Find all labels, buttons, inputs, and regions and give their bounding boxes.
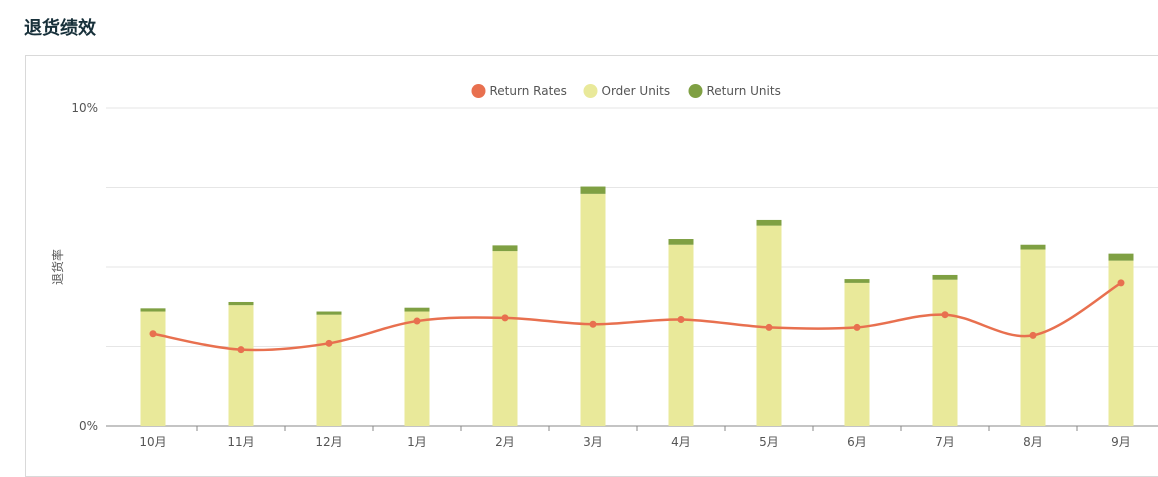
x-tick-label: 12月 — [315, 435, 342, 449]
legend-marker — [688, 84, 703, 98]
x-tick-label: 3月 — [583, 435, 603, 449]
legend-marker — [583, 84, 598, 98]
bar-return-units — [140, 308, 166, 312]
return-rates-point — [1029, 331, 1037, 339]
legend-item[interactable]: Order Units — [583, 84, 671, 98]
bar-order-units — [316, 314, 342, 426]
y-tick-label: 0% — [79, 419, 98, 433]
bar-order-units — [580, 193, 606, 426]
legend-label: Return Units — [707, 84, 781, 98]
bar-return-units — [1020, 244, 1046, 250]
bar-return-units — [404, 307, 430, 312]
bar-return-units — [844, 279, 870, 283]
bar-return-units — [580, 186, 606, 194]
return-rates-point — [677, 315, 685, 323]
return-rates-line — [152, 281, 1122, 352]
bar-return-units — [756, 219, 782, 226]
bar-order-units — [932, 279, 958, 426]
return-rates-point — [589, 320, 597, 328]
legend-item[interactable]: Return Units — [688, 84, 781, 98]
x-tick-label: 1月 — [407, 435, 427, 449]
x-tick-label: 6月 — [847, 435, 867, 449]
bar-return-units — [228, 301, 254, 306]
legend-label: Order Units — [602, 84, 671, 98]
chart-card: 10% 0% 退货率 10月 11月 12月 1月 2月 3月 4月 5月 6月 7月 8月 9月 Retur… — [25, 55, 1158, 477]
bar-order-units — [668, 244, 694, 426]
bar-order-units — [404, 311, 430, 426]
legend-label: Return Rates — [490, 84, 567, 98]
return-rates-point — [941, 311, 949, 319]
x-tick-label: 8月 — [1023, 435, 1043, 449]
x-tick-label: 4月 — [671, 435, 691, 449]
legend-item[interactable]: Return Rates — [471, 84, 567, 98]
y-axis-label: 退货率 — [50, 249, 65, 285]
x-tick-label: 9月 — [1111, 435, 1131, 449]
x-tick-label: 7月 — [935, 435, 955, 449]
bar-return-units — [932, 274, 958, 280]
page-title: 退货绩效 — [24, 18, 96, 39]
x-tick-label: 11月 — [227, 435, 254, 449]
bar-return-units — [668, 239, 694, 245]
bar-return-units — [1108, 253, 1134, 261]
return-rates-point — [1117, 279, 1125, 287]
bar-order-units — [228, 305, 254, 426]
x-tick-label: 10月 — [139, 435, 166, 449]
bar-return-units — [492, 245, 518, 252]
bar-order-units — [844, 282, 870, 426]
bar-order-units — [492, 251, 518, 426]
return-rates-point — [501, 314, 509, 322]
return-rates-point — [149, 330, 157, 338]
return-rates-point — [853, 323, 861, 331]
x-tick-label: 2月 — [495, 435, 515, 449]
legend-marker — [471, 84, 486, 98]
return-rates-point — [325, 339, 333, 347]
bar-return-units — [316, 311, 342, 315]
return-rates-point — [237, 346, 245, 354]
return-performance-chart: 10% 0% 退货率 10月 11月 12月 1月 2月 3月 4月 5月 6月 7月 8月 9月 Retur… — [50, 84, 1158, 449]
return-rates-point — [765, 323, 773, 331]
y-tick-label: 10% — [71, 101, 98, 115]
bar-order-units — [140, 311, 166, 426]
return-rates-point — [413, 317, 421, 325]
x-tick-label: 5月 — [759, 435, 779, 449]
